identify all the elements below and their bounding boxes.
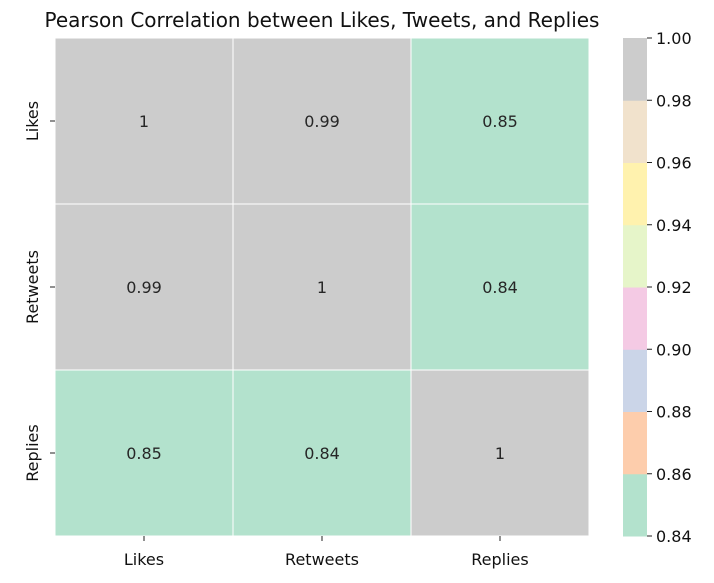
y-tick-label: Retweets [23,250,42,324]
colorbar-bin [623,38,647,101]
colorbar-bin [623,162,647,226]
x-axis: Likes Retweets Replies [124,536,529,569]
cell-annotation: 1 [495,444,505,463]
colorbar-bin [623,100,647,163]
heatmap-cell [232,203,412,371]
cell-annotation: 0.84 [482,278,518,297]
colorbar-tick-label: 0.98 [656,91,692,110]
y-tick-label: Likes [23,101,42,141]
cell-annotation: 0.84 [304,444,340,463]
heatmap-cell [410,203,590,371]
heatmap-cell [54,37,234,205]
cell-annotation: 0.85 [126,444,162,463]
colorbar-tick-label: 0.88 [656,403,692,422]
colorbar-tick-label: 0.94 [656,216,692,235]
heatmap-cell [410,37,590,205]
heatmap-cell [232,369,412,537]
y-tick-label: Replies [23,424,42,481]
cell-annotation: 0.99 [304,112,340,131]
colorbar-tick-label: 0.96 [656,154,692,173]
chart-title: Pearson Correlation between Likes, Tweet… [45,8,600,32]
colorbar-bin [623,473,647,537]
heatmap-cell [54,203,234,371]
colorbar-bin [623,224,647,288]
colorbar-bin [623,411,647,475]
colorbar: 0.84 0.86 0.88 0.90 0.92 0.94 0.96 0.98 1.00 [623,29,692,546]
cell-annotation: 1 [139,112,149,131]
colorbar-tick-label: 0.92 [656,278,692,297]
colorbar-bin [623,349,647,412]
cell-annotation: 1 [317,278,327,297]
cell-annotation: 0.85 [482,112,518,131]
x-tick-label: Replies [471,550,528,569]
y-axis: Likes Retweets Replies [23,101,55,482]
x-tick-label: Retweets [285,550,359,569]
colorbar-bin [623,287,647,350]
colorbar-tick-label: 0.84 [656,527,692,546]
cell-annotation: 0.99 [126,278,162,297]
heatmap-cell [54,369,234,537]
colorbar-tick-label: 1.00 [656,29,692,48]
x-tick-label: Likes [124,550,164,569]
heatmap-cells [54,37,590,537]
colorbar-tick-label: 0.86 [656,465,692,484]
colorbar-tick-label: 0.90 [656,340,692,359]
heatmap-cell [232,37,412,205]
cell-annotations: 1 0.99 0.85 0.99 1 0.84 0.85 0.84 1 [126,112,518,463]
